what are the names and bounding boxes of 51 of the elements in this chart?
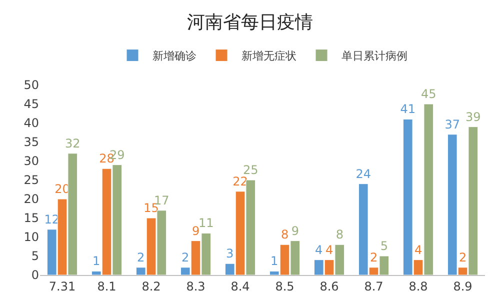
data-label: 39 (465, 110, 481, 124)
data-label: 15 (144, 201, 159, 215)
y-tick-label: 50 (24, 78, 39, 92)
data-label: 41 (400, 102, 416, 116)
data-label: 8 (280, 228, 289, 242)
y-tick-label: 10 (24, 230, 39, 244)
data-label: 25 (242, 163, 258, 177)
x-tick-label: 8.5 (275, 279, 294, 294)
data-label: 3 (226, 246, 234, 261)
data-label: 2 (137, 250, 145, 264)
x-tick-label: 8.7 (364, 279, 384, 294)
data-label: 37 (444, 117, 460, 132)
data-label: 24 (356, 166, 372, 181)
x-tick-label: 8.2 (142, 279, 161, 294)
y-tick-label: 25 (24, 173, 39, 188)
data-label: 2 (370, 250, 378, 264)
data-label: 11 (198, 216, 214, 230)
data-label: 9 (192, 224, 200, 238)
x-tick-label: 8.6 (320, 279, 339, 294)
data-label: 1 (270, 254, 278, 268)
data-label: 2 (182, 250, 190, 264)
y-tick-label: 45 (24, 97, 39, 112)
y-tick-label: 35 (24, 135, 39, 150)
data-label: 45 (420, 87, 436, 101)
data-label: 8 (336, 228, 344, 242)
x-tick-label: 8.8 (408, 279, 428, 294)
y-tick-label: 20 (24, 192, 39, 206)
x-tick-label: 8.4 (230, 279, 250, 294)
data-label: 22 (232, 174, 248, 188)
data-label: 12 (44, 212, 60, 226)
data-label: 32 (64, 136, 80, 150)
y-tick-label: 15 (24, 211, 39, 226)
legend-label: 新增确诊 (152, 50, 196, 63)
data-label: 5 (380, 239, 388, 253)
x-tick-label: 8.3 (186, 279, 206, 294)
x-tick-label: 7.31 (48, 279, 76, 294)
legend-label: 单日累计病例 (342, 50, 408, 63)
y-tick-label: 0 (31, 268, 39, 282)
data-label: 9 (291, 224, 299, 238)
x-tick-label: 8.1 (97, 279, 116, 294)
y-tick-label: 5 (31, 249, 39, 264)
data-label: 1 (92, 254, 100, 268)
y-tick-label: 30 (24, 154, 39, 168)
y-tick-label: 40 (24, 116, 39, 130)
data-label: 4 (315, 242, 323, 257)
data-label: 2 (458, 250, 467, 264)
chart-title: 河南省每日疫情 (187, 12, 313, 33)
data-label: 4 (414, 242, 422, 257)
data-label: 4 (325, 242, 334, 257)
x-tick-label: 8.9 (453, 279, 472, 294)
legend-label: 新增无症状 (242, 50, 296, 63)
